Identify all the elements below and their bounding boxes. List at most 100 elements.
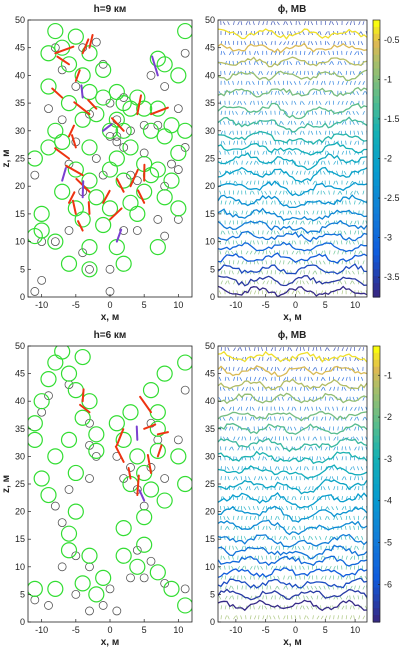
quiver-arrow <box>295 180 297 185</box>
quiver-arrow <box>249 575 252 580</box>
quiver-arrow <box>266 357 270 362</box>
green-circle-marker <box>95 216 112 234</box>
quiver-arrow <box>320 346 322 352</box>
quiver-arrow <box>316 71 320 76</box>
quiver-arrow <box>251 387 255 391</box>
field-vector <box>102 123 113 132</box>
quiver-arrow <box>316 240 319 245</box>
quiver-arrow <box>286 60 289 65</box>
quiver-arrow <box>233 21 235 26</box>
quiver-arrow <box>354 190 356 195</box>
quiver-arrow <box>236 615 239 620</box>
quiver-arrow <box>286 250 289 255</box>
green-circle-marker <box>170 448 187 465</box>
quiver-arrow <box>295 40 298 46</box>
quiver-arrow <box>308 426 310 431</box>
quiver-arrow <box>302 555 305 560</box>
quiver-arrow <box>222 21 226 26</box>
quiver-arrow <box>222 141 226 145</box>
quiver-arrow <box>362 160 365 165</box>
quiver-arrow <box>218 377 222 381</box>
quiver-arrow <box>329 21 331 26</box>
quiver-arrow <box>341 426 344 431</box>
quiver-arrow <box>229 446 232 451</box>
quiver-arrow <box>303 110 305 115</box>
quiver-arrow <box>312 91 316 95</box>
y-tick-label: 10 <box>15 562 25 572</box>
grey-circle-marker <box>71 82 81 91</box>
quiver-arrow <box>262 456 264 461</box>
quiver-arrow <box>310 41 314 46</box>
chart-panel: -1-2-3-4-5-6-10 -5 0 5 100510152025303540455… <box>205 330 392 648</box>
quiver-arrow <box>308 80 310 85</box>
quiver-arrow <box>279 170 282 175</box>
colorbar-segment <box>373 511 380 520</box>
grey-circle-marker <box>57 115 67 125</box>
quiver-arrow <box>220 496 223 501</box>
quiver-arrow <box>349 605 352 610</box>
quiver-arrow <box>328 30 330 36</box>
quiver-arrow <box>357 140 360 145</box>
quiver-arrow <box>254 180 256 185</box>
quiver-arrow <box>333 436 337 441</box>
quiver-arrow <box>320 476 323 481</box>
quiver-arrow <box>333 446 336 451</box>
quiver-arrow <box>261 347 264 352</box>
quiver-arrow <box>248 476 251 481</box>
quiver-arrow <box>224 240 227 245</box>
quiver-arrow <box>297 290 301 295</box>
green-circle-marker <box>129 558 146 575</box>
x-tick-label: 0 <box>293 625 298 635</box>
colorbar-segment <box>373 220 380 229</box>
chart-panel: -0.5-1-1.5-2-2.5-3-3.5-10 -5 0 5 10051015202… <box>205 4 400 323</box>
grey-circle-marker <box>91 37 101 47</box>
contour-line <box>218 275 367 287</box>
quiver-arrow <box>266 270 269 275</box>
quiver-arrow <box>319 515 322 520</box>
colorbar-segment <box>373 408 380 416</box>
quiver-arrow <box>269 615 272 620</box>
quiver-arrow <box>281 91 284 95</box>
colorbar-segment <box>373 366 380 375</box>
quiver-arrow <box>324 565 328 570</box>
quiver-arrow <box>323 80 326 85</box>
quiver-arrow <box>341 377 345 381</box>
quiver-arrow <box>299 615 301 620</box>
quiver-arrow <box>262 615 265 620</box>
quiver-arrow <box>344 476 347 481</box>
colorbar-segment <box>373 484 380 492</box>
quiver-arrow <box>316 595 319 600</box>
quiver-arrow <box>295 476 298 481</box>
y-tick-label: 20 <box>205 507 215 517</box>
quiver-arrow <box>316 220 319 225</box>
quiver-arrow <box>222 387 226 391</box>
quiver-arrow <box>352 280 355 285</box>
green-circle-marker <box>74 575 91 592</box>
quiver-arrow <box>254 515 257 520</box>
grey-circle-marker <box>173 165 183 174</box>
quiver-arrow <box>253 605 255 610</box>
quiver-arrow <box>264 476 268 481</box>
y-tick-label: 40 <box>15 396 25 406</box>
quiver-arrow <box>277 476 280 481</box>
quiver-arrow <box>341 486 344 491</box>
y-tick-label: 15 <box>15 534 25 544</box>
quiver-arrow <box>274 416 276 421</box>
y-tick-label: 30 <box>205 451 215 461</box>
quiver-arrow <box>240 240 243 245</box>
quiver-arrow <box>256 51 259 56</box>
quiver-arrow <box>337 191 341 195</box>
quiver-arrow <box>306 280 309 285</box>
quiver-arrow <box>256 280 259 285</box>
quiver-arrow <box>337 605 340 610</box>
quiver-arrow <box>274 476 278 481</box>
quiver-arrow <box>283 515 285 520</box>
quiver-arrow <box>353 615 355 620</box>
quiver-arrow <box>324 110 327 115</box>
quiver-arrow <box>327 406 330 411</box>
quiver-arrow <box>231 585 234 590</box>
x-tick-label: -10 <box>229 300 242 310</box>
grey-circle-marker <box>112 606 122 616</box>
quiver-arrow <box>245 515 248 520</box>
grey-circle-marker <box>173 104 183 114</box>
